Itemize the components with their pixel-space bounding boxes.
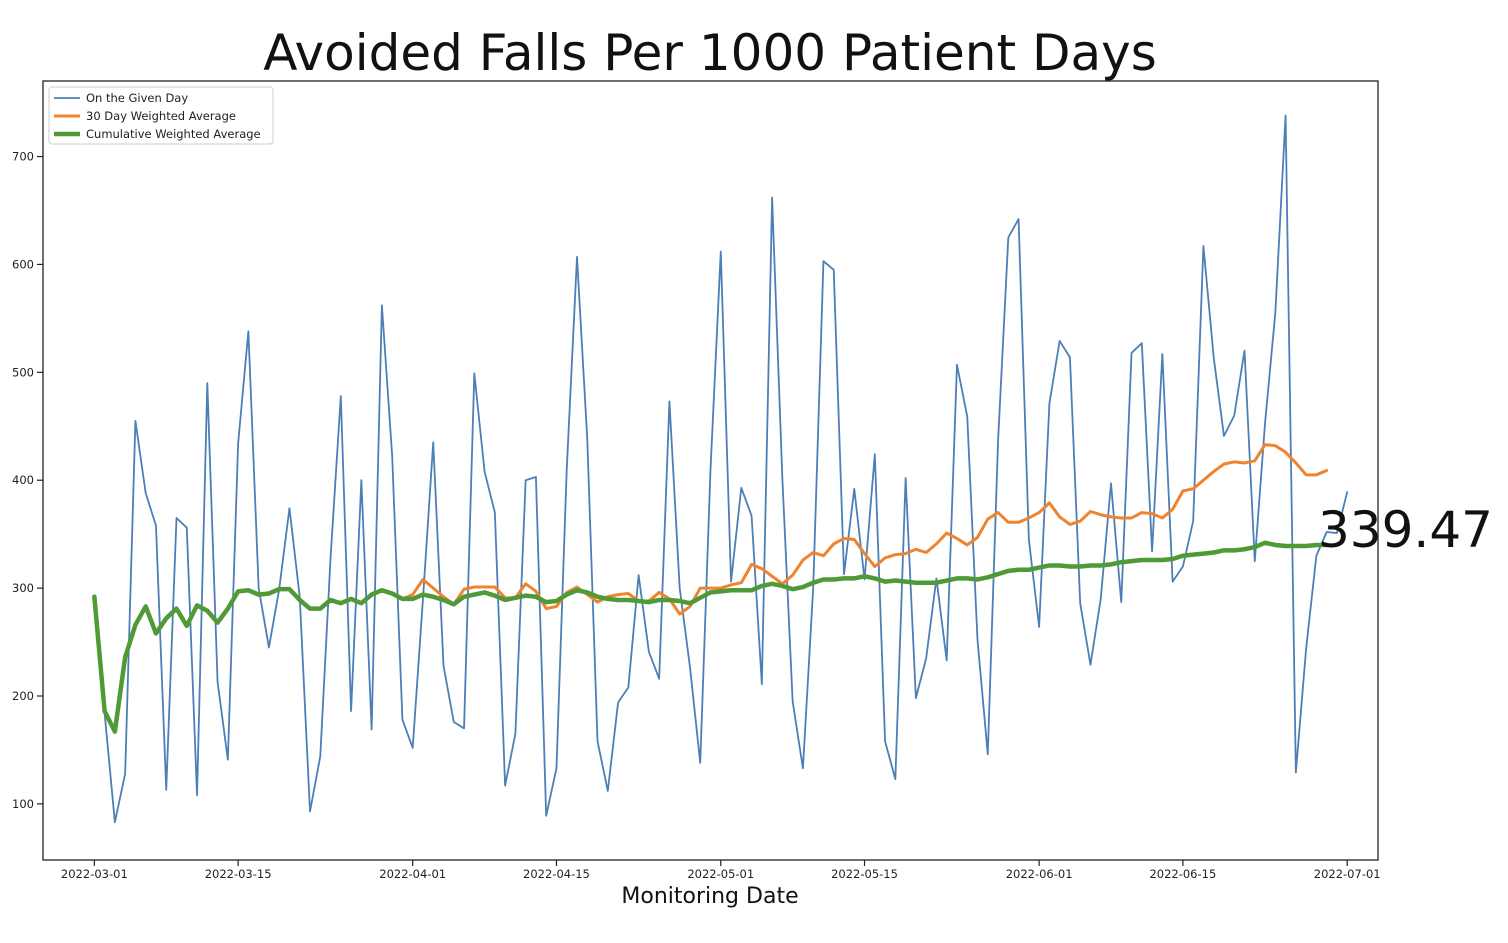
series-line-3 bbox=[92, 540, 1329, 734]
legend-box bbox=[48, 86, 274, 145]
y-tick-label: 100 bbox=[12, 797, 34, 811]
legend-label: Cumulative Weighted Average bbox=[86, 127, 261, 141]
y-tick-label: 500 bbox=[12, 365, 34, 379]
chart-title: Avoided Falls Per 1000 Patient Days bbox=[263, 24, 1157, 82]
x-tick-label: 2022-04-15 bbox=[523, 867, 590, 881]
x-tick-label: 2022-04-01 bbox=[379, 867, 446, 881]
final-value-annotation: 339.47 bbox=[1318, 501, 1493, 559]
legend: On the Given Day 30 Day Weighted Average C… bbox=[48, 86, 274, 145]
y-tick-label: 300 bbox=[12, 581, 34, 595]
x-tick-label: 2022-03-01 bbox=[61, 867, 128, 881]
x-axis-label: Monitoring Date bbox=[621, 884, 798, 909]
series-line-1 bbox=[93, 114, 1349, 824]
y-tick-label: 400 bbox=[12, 473, 34, 487]
plot-lines bbox=[92, 114, 1349, 824]
legend-label: 30 Day Weighted Average bbox=[86, 109, 236, 123]
legend-label: On the Given Day bbox=[86, 91, 188, 105]
x-axis: 2022-03-01 2022-03-15 2022-04-01 2022-04-15… bbox=[61, 860, 1381, 881]
y-tick-label: 700 bbox=[12, 150, 34, 164]
y-tick-label: 600 bbox=[12, 257, 34, 271]
x-tick-label: 2022-05-01 bbox=[687, 867, 754, 881]
x-tick-label: 2022-06-15 bbox=[1149, 867, 1216, 881]
y-axis: 100 200 300 400 500 600 700 bbox=[12, 150, 43, 811]
x-tick-label: 2022-07-01 bbox=[1314, 867, 1381, 881]
x-tick-label: 2022-06-01 bbox=[1006, 867, 1073, 881]
y-tick-label: 200 bbox=[12, 689, 34, 703]
x-tick-label: 2022-05-15 bbox=[831, 867, 898, 881]
x-tick-label: 2022-03-15 bbox=[205, 867, 272, 881]
plot-frame bbox=[42, 80, 1379, 861]
